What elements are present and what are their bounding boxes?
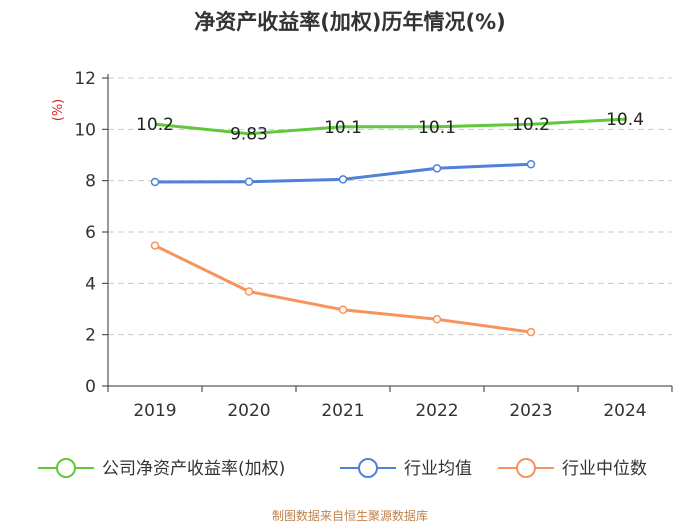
legend: 公司净资产收益率(加权) 行业均值 行业中位数	[38, 458, 647, 479]
y-tick-label: 8	[85, 172, 96, 192]
series-point-2	[432, 315, 442, 324]
series-point-1	[526, 159, 536, 169]
series-point-1	[244, 177, 254, 186]
x-tick-label: 2020	[227, 401, 270, 421]
series-point-1	[150, 177, 160, 187]
axis-layer: 0 2 4 6 8 10 12 (%) 2019 2020 2021 2022 2023 2024	[51, 69, 673, 421]
x-tick-label: 2024	[603, 401, 646, 421]
x-tick-label: 2021	[321, 401, 364, 421]
legend-label-0: 公司净资产收益率(加权)	[102, 459, 285, 479]
data-label: 10.2	[136, 115, 174, 135]
grid-layer	[108, 77, 672, 336]
series-point-2	[338, 305, 348, 315]
data-label: 10.4	[606, 110, 644, 130]
series-point-1	[338, 175, 348, 184]
series-line-2	[154, 244, 532, 334]
series-point-2	[150, 241, 160, 250]
legend-label-2: 行业中位数	[562, 459, 647, 479]
legend-marker-0	[56, 458, 76, 478]
source-note: 制图数据来自恒生聚源数据库	[271, 509, 428, 523]
series-point-1	[432, 164, 442, 173]
y-tick-label: 4	[85, 274, 96, 294]
data-label: 10.1	[418, 118, 456, 138]
series-point-2	[244, 287, 254, 296]
legend-marker-2	[516, 458, 536, 478]
data-label: 9.83	[230, 125, 268, 145]
y-tick-label: 2	[85, 326, 96, 346]
y-tick-label: 10	[74, 120, 96, 140]
series-layer	[150, 117, 626, 337]
data-label-layer: 10.2 9.83 10.1 10.1 10.2 10.4	[136, 110, 644, 145]
y-tick-label: 0	[85, 377, 96, 397]
y-tick-label: 12	[74, 69, 96, 89]
series-point-2	[526, 327, 536, 337]
legend-label-1: 行业均值	[404, 459, 472, 479]
x-tick-label: 2019	[133, 401, 176, 421]
y-axis-unit: (%)	[51, 99, 66, 122]
series-line-0	[154, 117, 626, 136]
y-tick-label: 6	[85, 223, 96, 243]
legend-marker-1	[358, 458, 378, 478]
x-tick-label: 2023	[509, 401, 552, 421]
chart-title: 净资产收益率(加权)历年情况(%)	[194, 10, 506, 34]
data-label: 10.1	[324, 118, 362, 138]
data-label: 10.2	[512, 115, 550, 135]
x-tick-label: 2022	[415, 401, 458, 421]
